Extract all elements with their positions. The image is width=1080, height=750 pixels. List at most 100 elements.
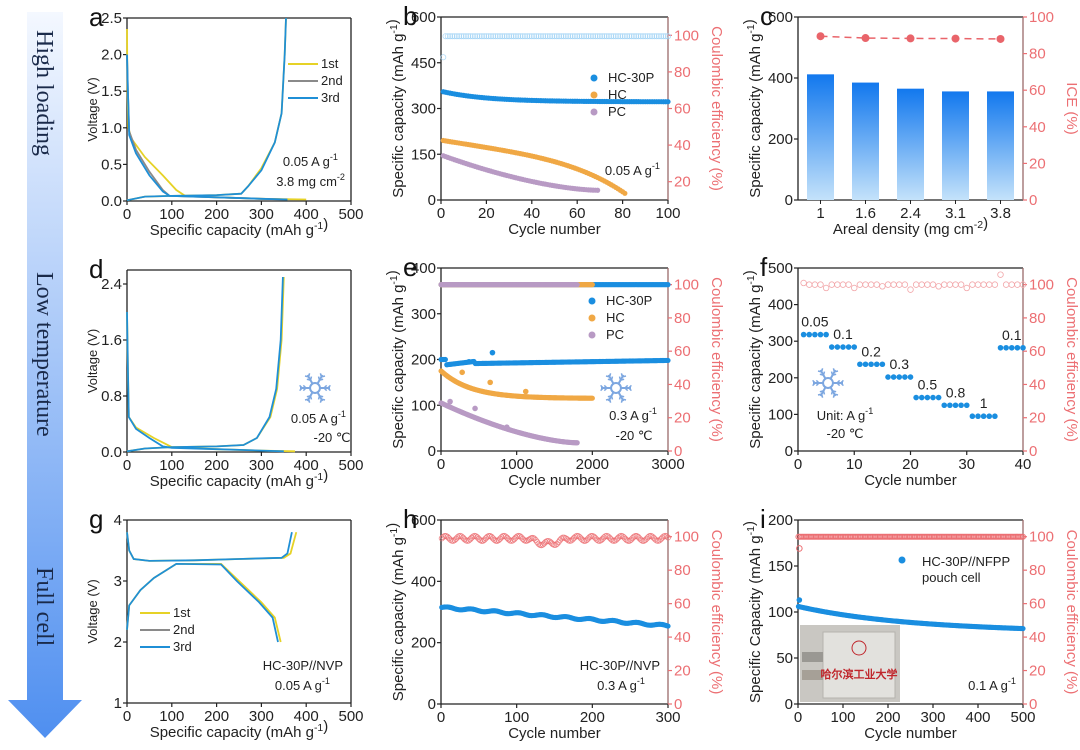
data-point-CE: [612, 33, 619, 40]
data-point-CE: [542, 33, 549, 40]
snowflake-branch: [306, 395, 311, 398]
data-point-CE: [535, 33, 542, 40]
data-point-CE: [635, 33, 642, 40]
y-tick-label: 0.0: [101, 444, 122, 461]
y-tick-label: 1.6: [101, 332, 122, 349]
ce-point: [896, 281, 903, 288]
curve-1st: [126, 311, 296, 453]
data-point-CE: [521, 33, 528, 40]
data-point-outlier: [522, 388, 529, 395]
data-point-PC: [574, 440, 580, 446]
data-point-CE: [454, 534, 461, 541]
x-tick-label: 100: [504, 709, 529, 726]
snowflake-branch: [624, 387, 629, 392]
x-axis-title: Cycle number: [864, 725, 957, 742]
y2-tick-label: 100: [1029, 9, 1054, 26]
annotation-rate: 0.05 A g-1: [291, 409, 346, 426]
data-point-CE: [487, 33, 494, 40]
rate-label: 0.1: [833, 326, 853, 342]
snowflake-branch: [608, 373, 612, 378]
snowflake-ring: [822, 377, 834, 389]
annotation-unit: Unit: A g-1: [817, 406, 874, 423]
x-tick-label: 500: [338, 457, 363, 474]
snowflake-branch: [323, 387, 328, 392]
data-point-CE: [621, 33, 628, 40]
data-point-CE: [524, 33, 531, 40]
legend-marker: [590, 91, 598, 99]
data-point-CE: [658, 33, 665, 40]
y-axis-title: Specific capacity (mAh g-1): [741, 19, 764, 198]
y2-tick-label: 60: [674, 343, 691, 360]
snowflake-branch: [620, 378, 625, 381]
y-tick-label: 400: [768, 70, 793, 87]
data-point-capacity: [1020, 625, 1026, 632]
ce-point: [918, 281, 925, 288]
legend-label: HC-30P: [606, 293, 652, 308]
data-point-CE: [526, 33, 533, 40]
ce-point: [969, 281, 976, 288]
data-point-HC-30P-CE: [665, 282, 671, 288]
data-point-CE: [583, 33, 590, 40]
data-point-CE: [460, 33, 467, 40]
x-tick-label: 100: [159, 708, 184, 725]
rate-point: [975, 413, 981, 420]
curve-3rd: [126, 311, 284, 453]
rate-point: [958, 402, 964, 409]
y2-tick-label: 20: [674, 410, 691, 427]
snowflake-branch: [820, 393, 824, 398]
data-point-CE: [619, 33, 626, 40]
side-label-high-loading: High loading: [31, 30, 57, 156]
x-tick-label: 400: [965, 709, 990, 726]
panel-a: 0 100 200 300 400 500 0.0 0.5 1.0 1.5 2.0 2.5 Specif…: [85, 2, 364, 239]
rate-label: 0.5: [918, 377, 938, 393]
rate-label: 0.3: [890, 356, 910, 372]
rate-point: [997, 344, 1004, 351]
ce-point: [997, 271, 1004, 278]
x-tick-label: 30: [958, 456, 975, 473]
rate-point: [935, 394, 942, 401]
x-tick-label: 500: [1010, 709, 1035, 726]
y2-tick-label: 60: [1029, 82, 1046, 99]
bar: [987, 91, 1014, 200]
data-point-CE: [491, 536, 498, 543]
snowflake-branch: [836, 382, 841, 387]
x-tick-label: 0: [437, 456, 445, 473]
y-tick-label: 2.4: [101, 276, 122, 293]
data-point-CE: [1020, 533, 1027, 540]
snowflake-branch: [620, 373, 624, 378]
legend-label: HC-30P: [608, 70, 654, 85]
x-tick-label: 300: [249, 708, 274, 725]
ice-point: [906, 34, 915, 43]
data-point-PC: [595, 187, 601, 193]
ce-point: [845, 281, 852, 288]
rate-label: 1: [980, 395, 988, 411]
y-tick-label: 200: [768, 512, 793, 529]
ce-point: [946, 281, 954, 288]
ce-point: [1019, 281, 1027, 288]
x-tick-label: 60: [569, 205, 586, 222]
data-point-CE: [610, 33, 617, 40]
snowflake-branch: [817, 393, 822, 396]
rate-point: [907, 374, 914, 380]
data-point-CE: [531, 33, 538, 40]
snowflake-branch: [317, 376, 321, 381]
y2-tick-label: 40: [674, 629, 691, 646]
rate-point: [896, 374, 903, 380]
y-axis-title: Voltage (V): [85, 77, 100, 141]
y-tick-label: 1.0: [101, 120, 122, 137]
ce-point: [1014, 281, 1021, 288]
y-axis-title: Specific capacity (mAh g-1): [741, 270, 764, 449]
y-tick-label: 150: [768, 558, 793, 575]
y-axis-title: Voltage (V): [85, 329, 100, 393]
snowflake-branch: [618, 395, 622, 400]
data-point-CE: [442, 33, 449, 40]
x-axis-title: Cycle number: [508, 221, 601, 238]
y-tick-label: 400: [768, 297, 793, 314]
x-tick-label: 300: [655, 709, 680, 726]
data-point-CE: [579, 537, 586, 544]
data-point-CE: [644, 33, 651, 40]
rate-point: [941, 402, 948, 409]
data-point-CE: [626, 33, 633, 40]
y-tick-label: 3: [114, 573, 122, 590]
data-point-HC-CE: [589, 282, 595, 288]
